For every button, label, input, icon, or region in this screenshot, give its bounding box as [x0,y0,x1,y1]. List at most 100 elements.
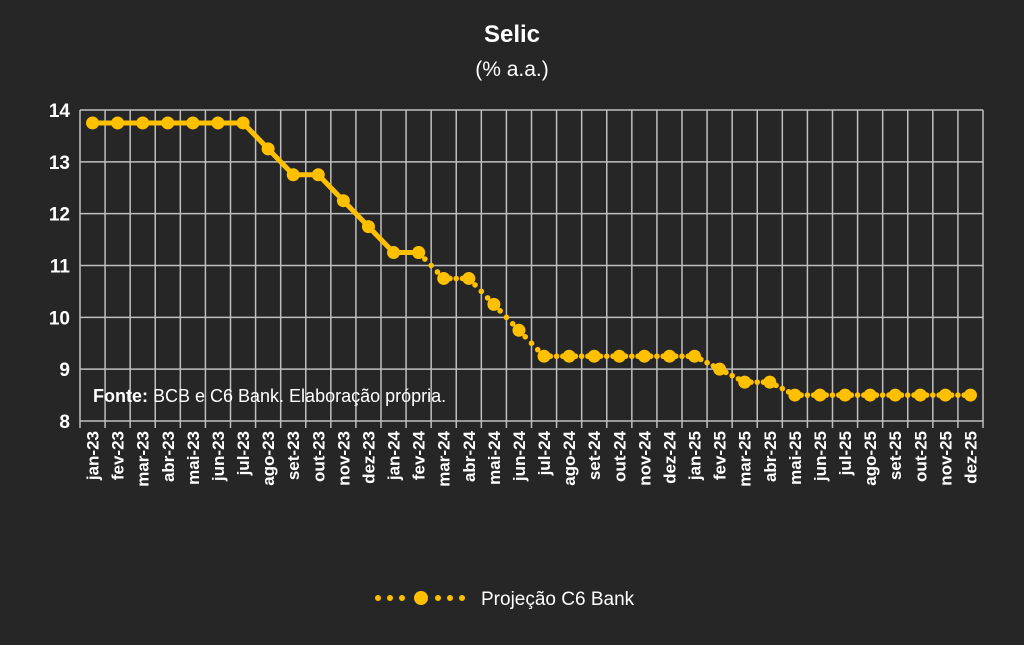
x-tick-label: ago-25 [861,431,880,486]
projection-dot [428,262,434,269]
legend-marker-dotted [375,591,465,605]
data-point-history [387,246,401,260]
data-point-history [211,116,225,130]
y-tick-label: 11 [50,257,71,278]
x-tick-label: dez-23 [359,431,378,484]
projection-dot [503,314,510,321]
data-point-projection [412,246,426,260]
projection-dot [729,372,735,379]
legend-dot [375,595,381,601]
projection-dot [955,392,961,398]
y-tick-label: 10 [49,308,70,329]
projection-dot [654,353,660,360]
projection-dot [829,392,836,398]
y-axis-ticks: 8 9 10 11 12 13 14 [49,101,71,433]
data-point-projection [713,362,727,376]
data-point-projection [738,375,752,389]
y-tick-label: 14 [49,101,71,122]
projection-dot [522,333,529,340]
data-point-projection [587,349,601,363]
legend-dot [459,595,465,601]
y-tick-label: 13 [49,153,70,174]
data-point-history [311,168,325,182]
x-tick-label: ago-24 [560,430,579,485]
data-point-history [361,220,375,234]
data-point-history [161,116,175,130]
data-point-projection [888,388,902,402]
data-point-projection [512,323,526,337]
x-tick-label: mai-25 [786,431,805,485]
x-tick-label: nov-23 [334,431,353,486]
projection-dot [534,346,541,353]
chart-subtitle: (% a.a.) [475,58,549,81]
projection-dot [679,353,685,360]
data-point-projection [437,271,451,285]
projection-dot [804,392,811,398]
x-tick-label: set-25 [886,431,905,480]
projection-dot [497,308,503,314]
projection-dot [434,269,441,275]
y-tick-label: 12 [49,205,70,226]
x-tick-label: dez-24 [660,430,679,483]
x-tick-label: fev-23 [109,431,128,480]
projection-dot [453,275,460,282]
x-tick-label: out-23 [309,431,328,482]
data-point-history [111,116,125,130]
legend-label: Projeção C6 Bank [481,589,635,610]
x-tick-label: nov-25 [936,431,955,486]
data-point-projection [688,349,702,363]
projection-dot [754,379,761,385]
projection-dot [854,392,861,398]
data-point-projection [487,297,501,311]
x-tick-label: dez-25 [961,431,980,484]
data-point-projection [637,349,651,363]
source-text: BCB e C6 Bank. Elaboração própria. [148,386,446,406]
projection-dot [484,295,491,301]
projection-dot [879,392,886,398]
x-tick-label: abr-25 [761,431,780,482]
legend-dot [447,595,453,601]
x-tick-label: ago-23 [259,431,278,486]
x-tick-label: mar-24 [435,430,454,486]
legend: Projeção C6 Bank [375,589,635,610]
x-tick-label: fev-25 [711,431,730,480]
data-point-projection [863,388,877,402]
x-tick-label: mar-23 [134,431,153,487]
x-tick-label: set-24 [585,430,604,480]
x-tick-label: mar-25 [736,431,755,487]
y-tick-label: 8 [59,412,70,433]
x-tick-label: jun-23 [209,431,228,482]
projection-dot [779,385,786,392]
projection-dot [472,282,478,288]
x-tick-label: mai-24 [485,430,504,484]
projection-dot [704,359,710,366]
x-axis-ticks: jan-23 fev-23 mar-23 abr-23 mai-23 jun-23 jul-… [84,430,981,486]
grid [79,109,984,428]
x-tick-label: jun-24 [510,430,529,482]
data-point-projection [562,349,576,363]
data-point-projection [662,349,676,363]
x-tick-label: out-25 [911,431,930,482]
data-point-history [136,116,150,130]
projection-dot [422,256,428,262]
projection-dot [509,321,516,327]
data-point-projection [813,388,827,402]
data-point-projection [788,388,802,402]
data-point-history [186,116,200,130]
x-tick-label: abr-23 [159,431,178,482]
projection-dot [578,353,585,360]
data-point-projection [963,388,977,402]
data-point-history [336,194,350,208]
data-point-projection [537,349,551,363]
source-label: Fonte: [93,386,148,406]
y-tick-label: 9 [59,360,70,381]
projection-dot [629,353,635,360]
x-tick-label: nov-24 [635,430,654,485]
projection-dot [478,288,485,295]
data-point-projection [612,349,626,363]
chart-title: Selic [484,21,540,48]
x-tick-label: fev-24 [410,430,429,480]
x-tick-label: set-23 [284,431,303,480]
